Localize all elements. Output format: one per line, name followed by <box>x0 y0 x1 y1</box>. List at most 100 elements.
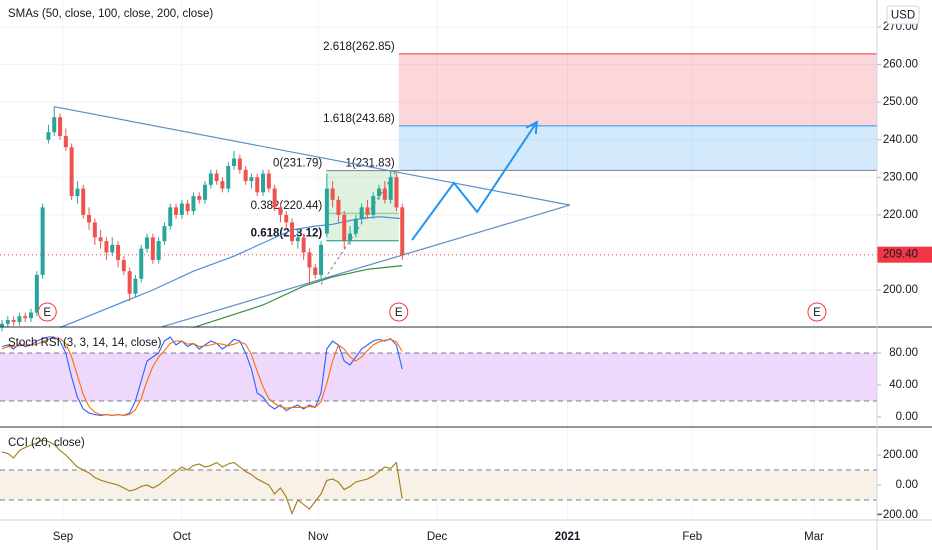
candle-body <box>92 222 97 238</box>
earnings-marker <box>389 302 409 322</box>
candle-body <box>365 207 370 215</box>
candle-body <box>116 244 121 260</box>
candle-body <box>400 207 405 255</box>
indicator-line <box>1 337 403 416</box>
y-tick-label: −200.00 <box>876 509 918 521</box>
candle-body <box>255 177 260 193</box>
y-tick-label: 230.00 <box>883 171 918 183</box>
candle-body <box>377 188 382 197</box>
candle-body <box>371 196 376 215</box>
candle-body <box>208 173 213 185</box>
candle-body <box>359 207 364 219</box>
candle-body <box>348 233 353 242</box>
trendline <box>54 106 571 206</box>
candle-body <box>295 237 300 242</box>
candle-body <box>249 177 254 182</box>
candle-body <box>168 207 173 227</box>
earnings-label: E <box>813 307 821 319</box>
y-tick-label: 220.00 <box>883 209 918 221</box>
pane-title: SMAs (50, close, 100, close, 200, close) <box>8 8 213 20</box>
band-fill <box>0 470 877 501</box>
candle-body <box>324 188 329 234</box>
candle-body <box>179 203 184 215</box>
y-tick-label: 200.00 <box>883 449 918 461</box>
y-tick-label: 0.00 <box>896 479 918 491</box>
candle-body <box>69 147 74 197</box>
fib-zone <box>398 125 877 171</box>
fib-label: 1.618(243.68) <box>323 113 395 125</box>
y-tick-label: 240.00 <box>883 134 918 146</box>
candle-body <box>121 259 126 272</box>
projection-path <box>411 121 538 241</box>
candle-body <box>214 173 219 182</box>
x-tick-label: Nov <box>308 531 329 543</box>
candle-body <box>203 184 208 200</box>
candle-body <box>319 244 324 275</box>
candle-body <box>307 252 312 268</box>
earnings-label: E <box>43 307 51 319</box>
earnings-label: E <box>395 307 403 319</box>
candle-body <box>127 271 132 294</box>
candle-body <box>382 188 387 200</box>
candle-body <box>197 196 202 200</box>
currency-label: USD <box>891 10 915 22</box>
y-tick-label: 200.00 <box>883 284 918 296</box>
trendline <box>161 204 571 328</box>
y-tick-label: 250.00 <box>883 96 918 108</box>
candle-body <box>11 320 16 322</box>
candle-body <box>342 214 347 242</box>
candle-body <box>81 188 86 215</box>
candle-body <box>301 237 306 253</box>
fib-trend <box>320 170 397 285</box>
currency-box <box>886 5 920 25</box>
x-tick-label: 2021 <box>555 531 581 543</box>
candle-body <box>58 117 63 136</box>
candle-body <box>110 244 115 253</box>
candle-body <box>330 188 335 200</box>
candle-body <box>232 158 237 167</box>
y-tick-label: 80.00 <box>889 347 918 359</box>
fib-retracement-label: 0(231.79) <box>273 158 322 170</box>
candle-body <box>290 222 295 242</box>
candle-body <box>104 241 109 253</box>
x-tick-label: Sep <box>53 531 73 543</box>
candle-body <box>243 169 248 182</box>
candle-body <box>23 316 28 319</box>
x-tick-label: Dec <box>427 531 448 543</box>
candle-body <box>46 132 51 140</box>
candle-body <box>220 181 225 189</box>
band-fill <box>0 353 877 401</box>
candle-body <box>394 177 399 208</box>
y-tick-label: 260.00 <box>883 59 918 71</box>
candle-body <box>278 207 283 215</box>
fib-retracement-label: 0.618(213.12) <box>251 228 323 240</box>
candle-body <box>150 237 155 260</box>
candle-body <box>237 158 242 170</box>
indicator-line <box>1 439 403 516</box>
candle-body <box>226 166 231 189</box>
candle-body <box>191 196 196 212</box>
candle-body <box>34 274 39 313</box>
candle-body <box>145 237 150 249</box>
candle-body <box>63 135 68 148</box>
candle-body <box>388 177 393 200</box>
candle-body <box>185 203 190 212</box>
fib-zone <box>398 53 877 126</box>
earnings-marker <box>807 302 827 322</box>
candle-body <box>98 237 103 242</box>
candle-body <box>174 207 179 215</box>
candle-body <box>133 278 138 294</box>
candle-body <box>266 173 271 189</box>
last-price-label: 209.40 <box>883 249 918 261</box>
candle-body <box>17 316 22 322</box>
candle-body <box>29 312 34 319</box>
candle-body <box>5 320 10 324</box>
candle-body <box>284 214 289 223</box>
candle-body <box>272 188 277 208</box>
candle-body <box>313 267 318 275</box>
candle-body <box>0 323 5 328</box>
candle-body <box>40 207 45 275</box>
x-tick-label: Feb <box>682 531 702 543</box>
